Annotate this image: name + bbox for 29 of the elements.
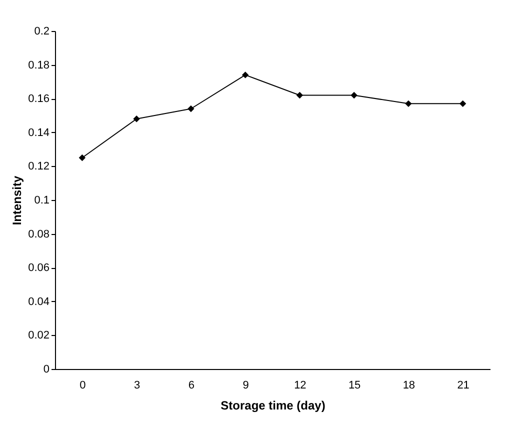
y-tick-label: 0.16 bbox=[28, 93, 50, 106]
y-tick-label: 0.2 bbox=[34, 26, 50, 38]
x-tick-label: 18 bbox=[402, 380, 416, 392]
point bbox=[405, 100, 412, 108]
y-tick-label: 0.14 bbox=[28, 126, 50, 139]
x-axis-title: Storage time (day) bbox=[220, 398, 326, 412]
x-tick-label: 12 bbox=[294, 380, 306, 392]
y-tick-label: 0.08 bbox=[28, 228, 50, 240]
y-tick-label: 0.12 bbox=[28, 160, 50, 173]
y-tick-label: 0.04 bbox=[28, 296, 50, 308]
point bbox=[188, 105, 194, 112]
y-axis-title: Intensity bbox=[10, 176, 24, 226]
x-tick-label: 6 bbox=[188, 380, 194, 392]
point bbox=[78, 154, 86, 162]
x-tick-label: 9 bbox=[242, 380, 249, 392]
y-tick-label: 0.06 bbox=[28, 262, 50, 274]
x-tick-label: 0 bbox=[80, 380, 86, 392]
point bbox=[296, 92, 304, 99]
y-tick-label: 0.18 bbox=[28, 59, 50, 72]
point bbox=[242, 72, 249, 78]
x-tick-label: 21 bbox=[457, 380, 470, 392]
y-tick-label: 0.1 bbox=[34, 194, 50, 206]
point bbox=[459, 100, 466, 108]
point bbox=[133, 116, 140, 122]
y-tick-label: 0.02 bbox=[28, 330, 50, 342]
x-tick-label: 15 bbox=[348, 380, 361, 392]
x-tick-label: 3 bbox=[134, 380, 140, 392]
y-tick-label: 0 bbox=[43, 364, 50, 376]
point bbox=[350, 92, 358, 99]
